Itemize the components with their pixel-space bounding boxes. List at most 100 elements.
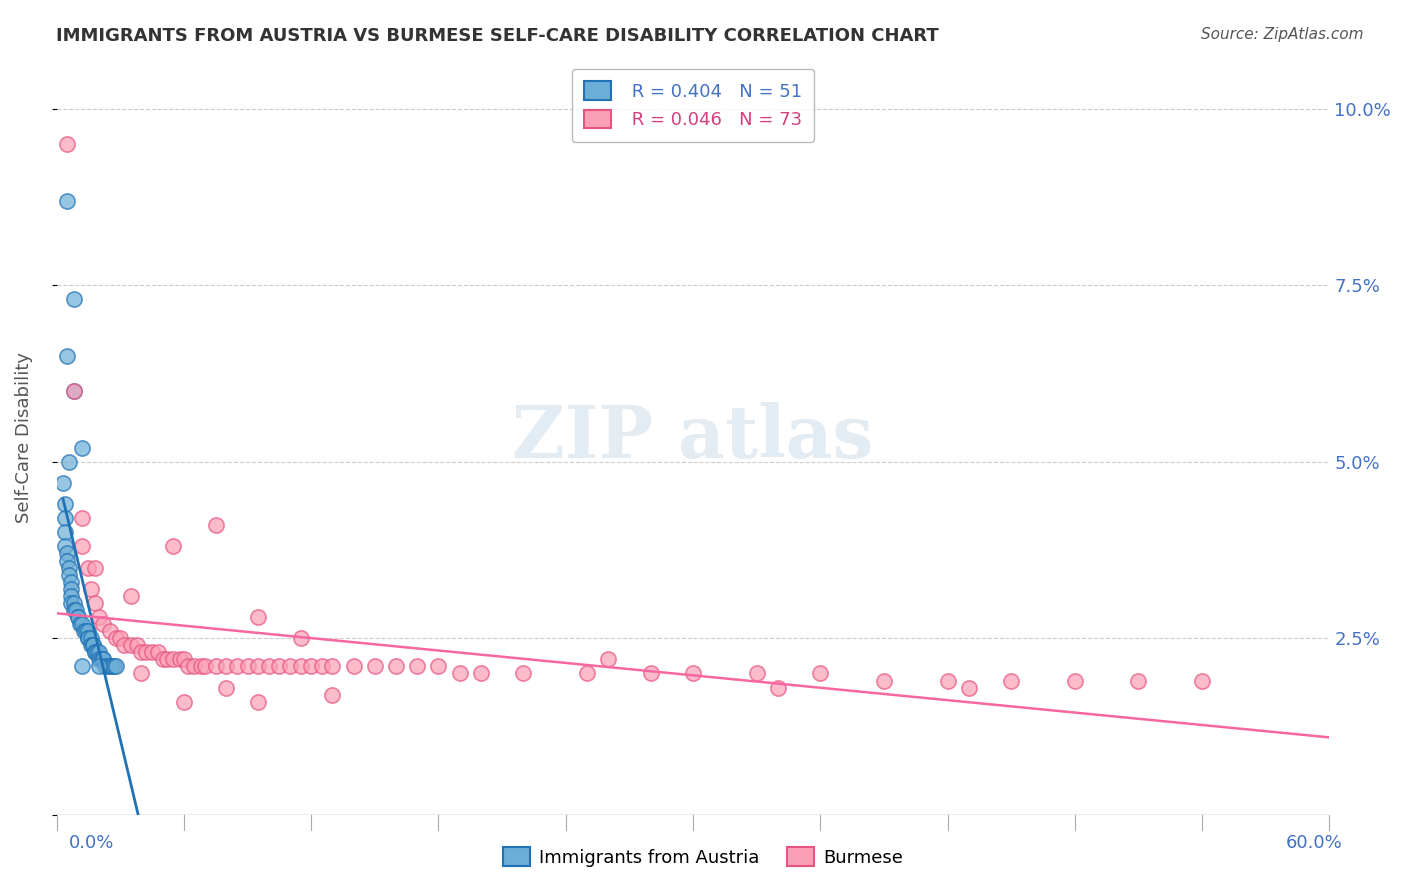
Point bbox=[75, 624, 97, 639]
Point bbox=[56, 547, 79, 561]
Point bbox=[766, 681, 789, 695]
Point bbox=[70, 617, 93, 632]
Point bbox=[278, 659, 301, 673]
Text: ZIP atlas: ZIP atlas bbox=[512, 401, 873, 473]
Point bbox=[90, 652, 112, 666]
Point bbox=[98, 624, 121, 639]
Point bbox=[169, 652, 191, 666]
Point bbox=[105, 631, 128, 645]
Point bbox=[162, 652, 184, 666]
Point bbox=[94, 659, 117, 673]
Point bbox=[65, 603, 87, 617]
Point bbox=[114, 638, 136, 652]
Point bbox=[135, 645, 157, 659]
Point bbox=[299, 659, 322, 673]
Point bbox=[127, 638, 149, 652]
Point bbox=[96, 659, 118, 673]
Point bbox=[247, 659, 270, 673]
Point bbox=[936, 673, 959, 688]
Point bbox=[62, 603, 84, 617]
Point bbox=[77, 560, 100, 574]
Point bbox=[406, 659, 429, 673]
Point bbox=[162, 540, 184, 554]
Point bbox=[364, 659, 387, 673]
Point bbox=[58, 560, 80, 574]
Point bbox=[190, 659, 212, 673]
Point bbox=[103, 659, 125, 673]
Point bbox=[226, 659, 249, 673]
Point bbox=[215, 681, 238, 695]
Point bbox=[177, 659, 200, 673]
Point bbox=[269, 659, 291, 673]
Point bbox=[173, 652, 195, 666]
Point bbox=[957, 681, 980, 695]
Point bbox=[73, 624, 96, 639]
Point bbox=[512, 666, 534, 681]
Point bbox=[1063, 673, 1085, 688]
Point bbox=[110, 631, 132, 645]
Point bbox=[247, 610, 270, 624]
Point bbox=[86, 645, 108, 659]
Point bbox=[83, 645, 105, 659]
Point bbox=[152, 652, 174, 666]
Point bbox=[52, 475, 75, 490]
Point bbox=[236, 659, 259, 673]
Point bbox=[247, 695, 270, 709]
Point bbox=[53, 540, 76, 554]
Point bbox=[470, 666, 492, 681]
Point bbox=[640, 666, 662, 681]
Point bbox=[66, 610, 89, 624]
Point bbox=[215, 659, 238, 673]
Point bbox=[91, 617, 114, 632]
Point bbox=[156, 652, 179, 666]
Point bbox=[311, 659, 333, 673]
Point bbox=[60, 596, 83, 610]
Point bbox=[53, 525, 76, 540]
Point bbox=[69, 617, 91, 632]
Point bbox=[873, 673, 896, 688]
Point bbox=[56, 349, 79, 363]
Y-axis label: Self-Care Disability: Self-Care Disability bbox=[15, 351, 32, 523]
Point bbox=[427, 659, 450, 673]
Point bbox=[575, 666, 598, 681]
Point bbox=[62, 596, 84, 610]
Point bbox=[321, 659, 343, 673]
Point bbox=[1000, 673, 1022, 688]
Point bbox=[62, 293, 84, 307]
Point bbox=[70, 441, 93, 455]
Legend:  R = 0.404   N = 51,  R = 0.046   N = 73: R = 0.404 N = 51, R = 0.046 N = 73 bbox=[571, 69, 814, 142]
Point bbox=[62, 384, 84, 399]
Point bbox=[105, 659, 128, 673]
Point bbox=[204, 659, 226, 673]
Point bbox=[1128, 673, 1150, 688]
Point bbox=[173, 695, 195, 709]
Point bbox=[83, 645, 105, 659]
Point bbox=[53, 497, 76, 511]
Point bbox=[131, 645, 153, 659]
Point bbox=[60, 574, 83, 589]
Point bbox=[449, 666, 471, 681]
Point bbox=[56, 553, 79, 567]
Point bbox=[60, 589, 83, 603]
Point bbox=[56, 137, 79, 152]
Point bbox=[83, 560, 105, 574]
Point bbox=[77, 631, 100, 645]
Point bbox=[183, 659, 205, 673]
Point bbox=[91, 652, 114, 666]
Point bbox=[66, 610, 89, 624]
Point bbox=[1191, 673, 1213, 688]
Point bbox=[148, 645, 170, 659]
Point bbox=[131, 666, 153, 681]
Point bbox=[87, 645, 110, 659]
Point bbox=[77, 631, 100, 645]
Text: Source: ZipAtlas.com: Source: ZipAtlas.com bbox=[1201, 27, 1364, 42]
Point bbox=[204, 518, 226, 533]
Point bbox=[290, 659, 312, 673]
Point bbox=[70, 659, 93, 673]
Point bbox=[79, 631, 101, 645]
Point bbox=[62, 384, 84, 399]
Point bbox=[82, 638, 104, 652]
Point bbox=[60, 582, 83, 596]
Text: IMMIGRANTS FROM AUSTRIA VS BURMESE SELF-CARE DISABILITY CORRELATION CHART: IMMIGRANTS FROM AUSTRIA VS BURMESE SELF-… bbox=[56, 27, 939, 45]
Point bbox=[83, 596, 105, 610]
